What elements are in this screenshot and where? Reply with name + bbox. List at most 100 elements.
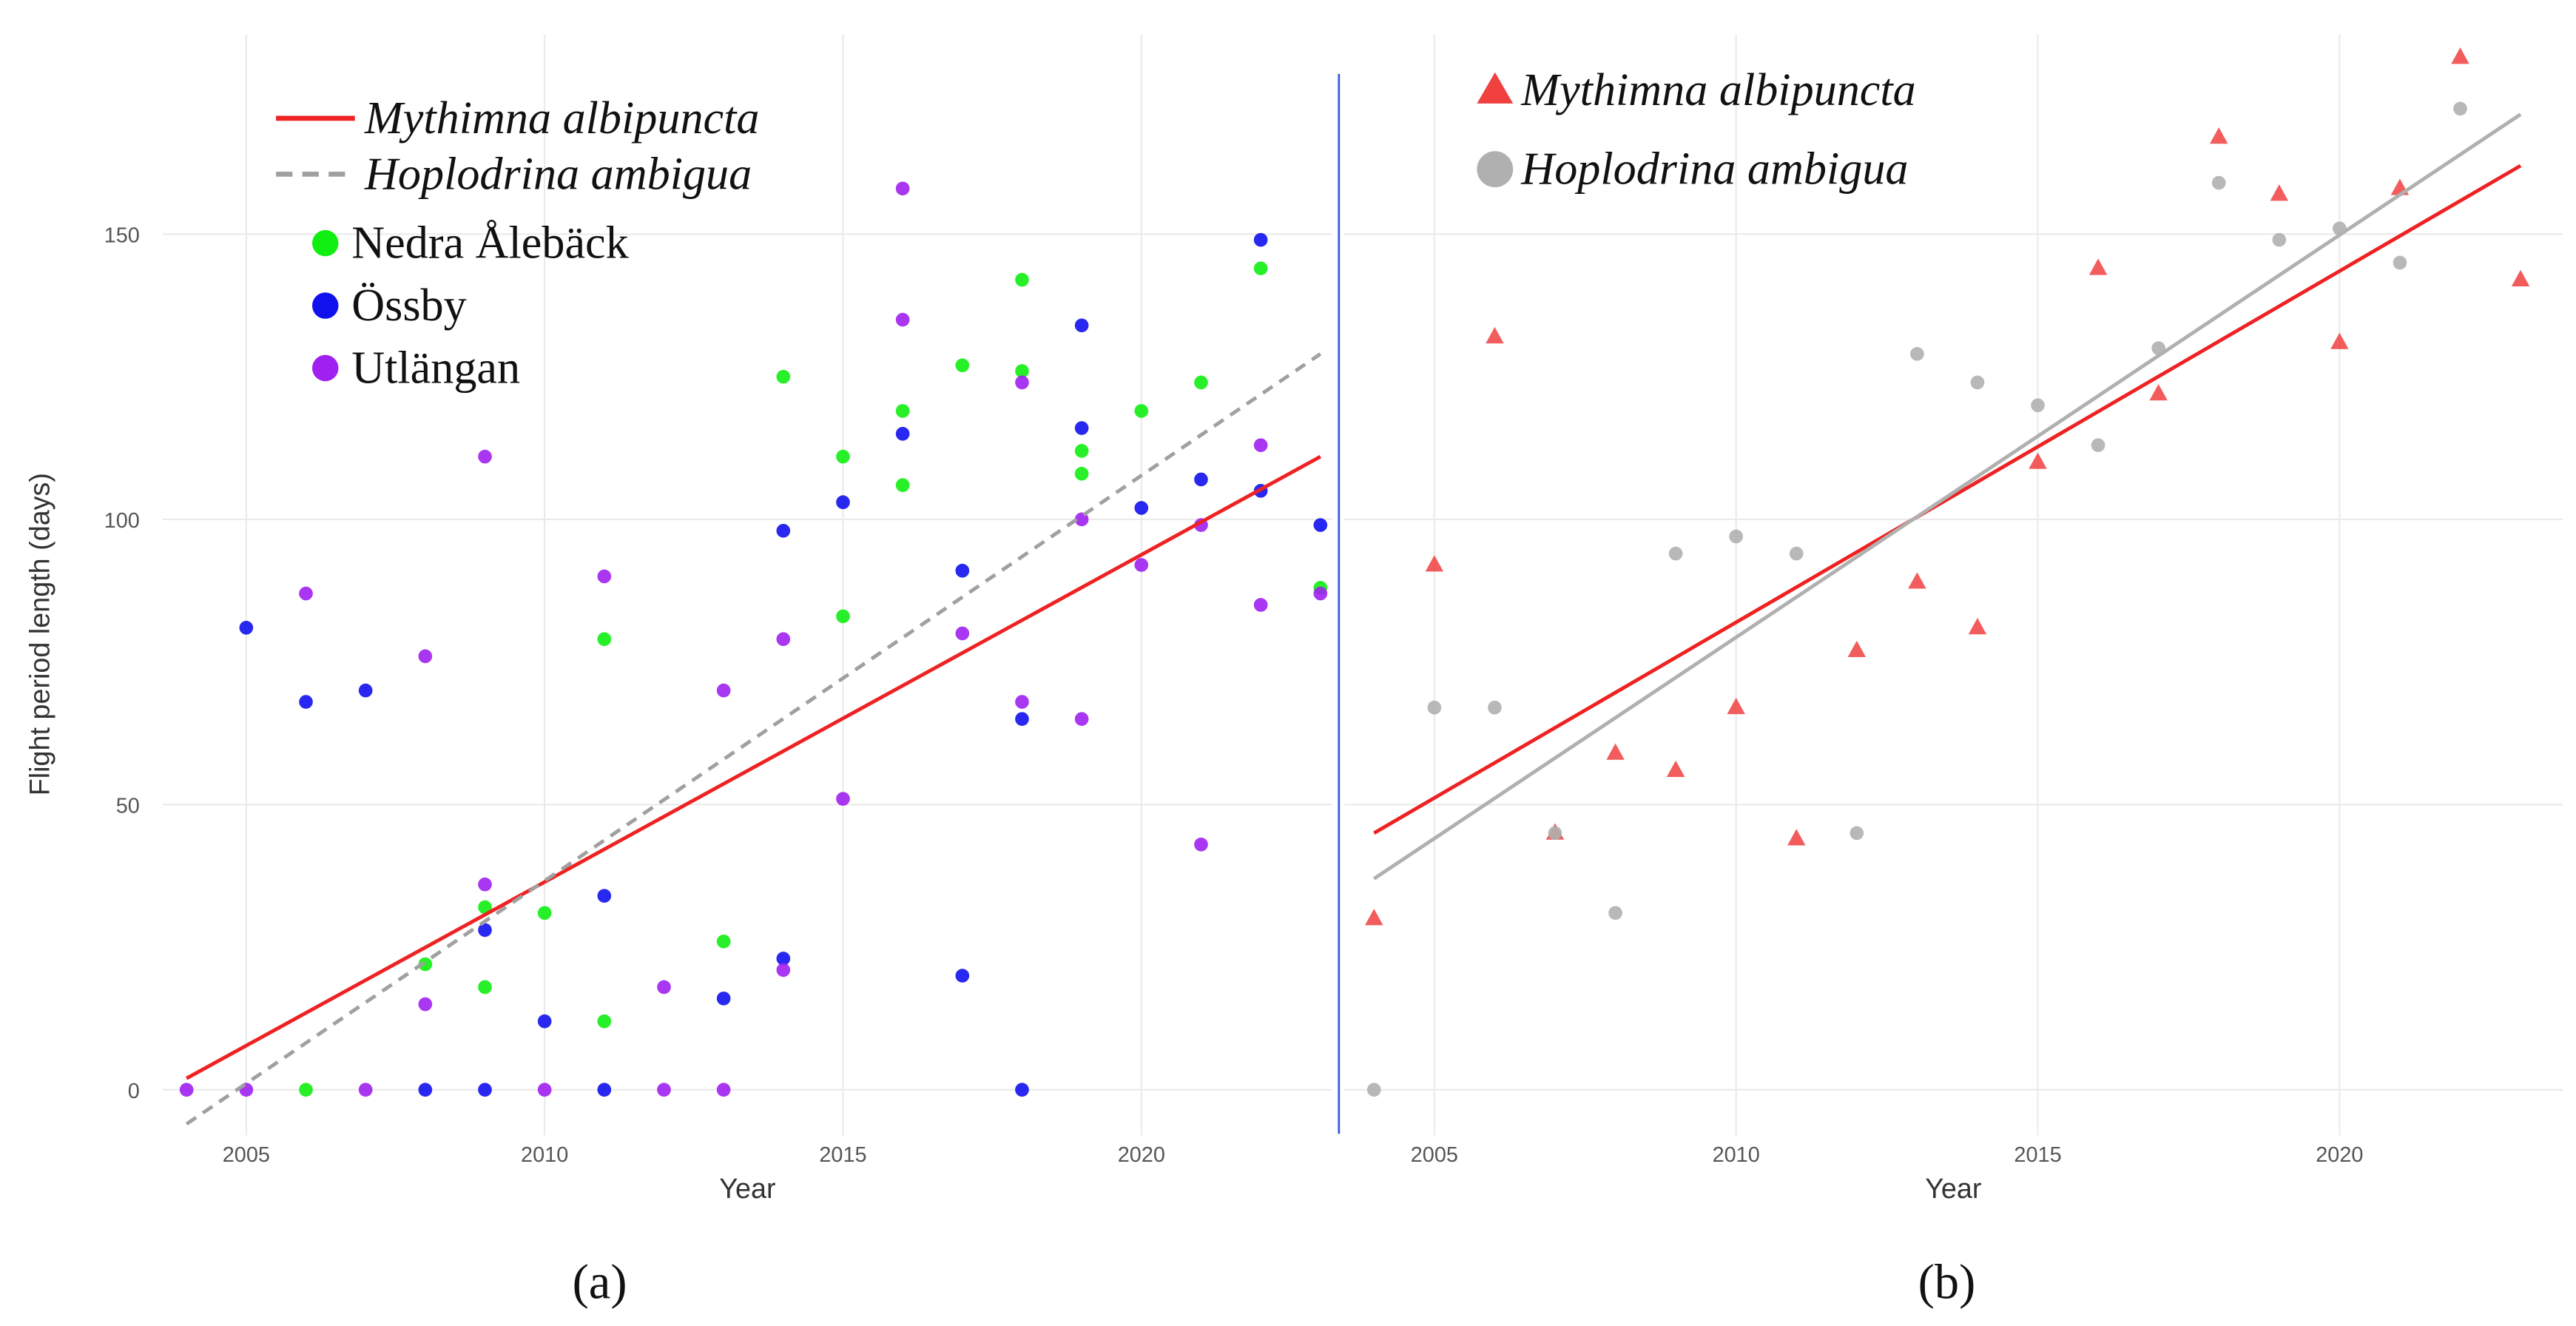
data-point — [1606, 743, 1625, 760]
x-tick-label: 2010 — [521, 1143, 568, 1167]
data-point — [2031, 398, 2045, 413]
x-axis-label: Year — [719, 1173, 775, 1204]
data-point — [358, 683, 373, 698]
data-point — [1015, 712, 1029, 727]
data-point — [1486, 326, 1504, 344]
x-tick-label: 2020 — [2316, 1143, 2363, 1167]
legend-label: Hoplodrina ambigua — [1520, 144, 1908, 195]
data-point — [478, 1083, 492, 1097]
data-point — [299, 1083, 313, 1097]
data-point — [537, 1014, 552, 1029]
data-point — [597, 1083, 612, 1097]
data-point — [1850, 826, 1864, 841]
data-point — [2211, 175, 2226, 190]
data-point — [478, 980, 492, 994]
data-point — [418, 649, 433, 664]
x-tick-label: 2015 — [2014, 1143, 2061, 1167]
data-point — [836, 792, 850, 806]
data-point — [895, 312, 910, 327]
x-tick-label: 2015 — [819, 1143, 866, 1167]
legend-label: Utlängan — [351, 343, 520, 393]
data-point — [1015, 364, 1029, 378]
data-point — [776, 369, 791, 384]
data-point — [955, 969, 970, 983]
data-point — [1313, 586, 1328, 601]
data-point — [1194, 375, 1208, 390]
legend-label: Nedra Ålebäck — [351, 218, 629, 269]
data-point — [1970, 375, 1985, 390]
trend-line — [1373, 164, 2522, 835]
legend-label: Mythimna albipuncta — [1520, 65, 1915, 115]
data-point — [2453, 101, 2467, 116]
data-point — [358, 1083, 373, 1097]
data-point — [1074, 318, 1089, 333]
data-point — [716, 934, 731, 949]
data-point — [1365, 909, 1383, 926]
data-point — [716, 683, 731, 698]
data-point — [2091, 438, 2105, 452]
data-point — [1253, 261, 1268, 276]
y-axis-label: Flight period length (days) — [24, 473, 55, 795]
data-point — [2088, 258, 2108, 275]
y-tick-label: 0 — [128, 1080, 140, 1103]
legend-marker — [311, 229, 339, 257]
data-point — [1074, 444, 1089, 458]
data-point — [1253, 438, 1268, 452]
data-point — [1608, 906, 1622, 921]
data-point — [1787, 829, 1806, 846]
data-point — [1134, 558, 1149, 572]
data-point — [1425, 555, 1444, 572]
data-point — [1727, 697, 1745, 715]
data-point — [836, 609, 850, 624]
legend-marker — [311, 292, 339, 319]
data-point — [1015, 272, 1029, 287]
data-point — [2393, 255, 2407, 270]
legend-label: Mythimna albipuncta — [364, 93, 759, 144]
legend-label: Hoplodrina ambigua — [364, 149, 752, 199]
data-point — [2451, 47, 2469, 64]
data-point — [2149, 383, 2168, 401]
data-point — [1908, 572, 1926, 589]
data-point — [776, 963, 791, 977]
data-point — [1253, 232, 1268, 247]
data-point — [955, 563, 970, 578]
data-point — [418, 1083, 433, 1097]
data-point — [2511, 269, 2530, 286]
data-point — [836, 449, 850, 464]
data-point — [478, 923, 492, 938]
data-point — [1313, 518, 1328, 532]
data-point — [657, 1083, 671, 1097]
data-point — [179, 1083, 194, 1097]
data-point — [478, 900, 492, 915]
data-point — [2270, 184, 2289, 201]
data-point — [836, 495, 850, 510]
data-point — [1074, 712, 1089, 727]
trend-line — [1372, 112, 2522, 881]
data-point — [1074, 421, 1089, 435]
data-point — [597, 569, 612, 584]
data-point — [1074, 466, 1089, 481]
data-point — [776, 632, 791, 647]
data-point — [1015, 695, 1029, 709]
data-point — [1015, 1083, 1029, 1097]
data-point — [1015, 375, 1029, 390]
data-point — [895, 478, 910, 492]
data-point — [1668, 546, 1683, 561]
data-point — [1548, 826, 1562, 841]
data-point — [2210, 127, 2228, 144]
data-point — [418, 997, 433, 1012]
legend-marker — [1477, 72, 1514, 104]
x-tick-label: 2005 — [1411, 1143, 1458, 1167]
data-point — [1074, 512, 1089, 527]
data-point — [239, 621, 254, 635]
data-point — [2029, 452, 2047, 469]
data-point — [597, 632, 612, 647]
legend-marker — [1477, 151, 1514, 188]
data-point — [716, 992, 731, 1006]
data-point — [597, 889, 612, 903]
y-tick-label: 100 — [104, 509, 140, 533]
x-tick-label: 2005 — [223, 1143, 270, 1167]
data-point — [1194, 472, 1208, 487]
